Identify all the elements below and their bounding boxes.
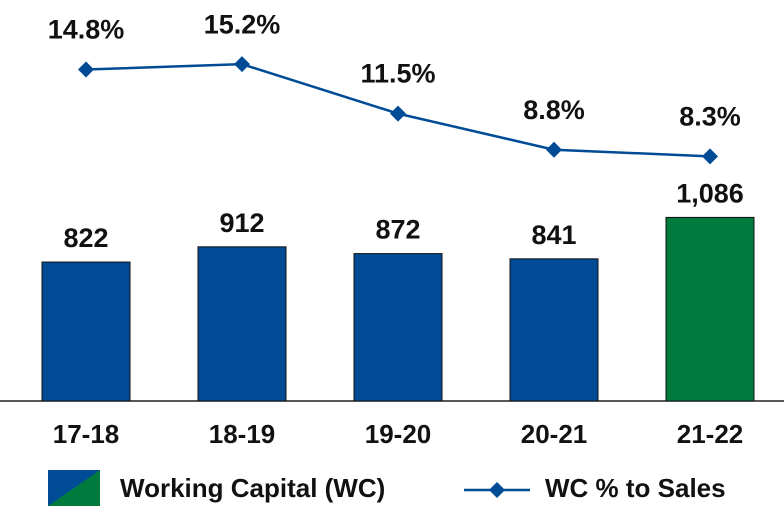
marker [78,61,94,78]
legend-label: Working Capital (WC) [120,473,385,503]
data-label: 841 [531,220,576,250]
legend-marker [489,482,505,498]
bar [197,246,287,402]
bar [509,258,599,402]
x-tick-label: 19-20 [365,419,432,449]
data-label: 912 [219,208,264,238]
legend-label: WC % to Sales [545,473,726,503]
marker [546,141,562,158]
marker [234,56,250,73]
data-label: 8.3% [679,102,741,132]
data-label: 8.8% [523,95,585,125]
data-label: 1,086 [676,179,744,209]
x-tick-label: 20-21 [521,419,588,449]
x-tick-label: 18-19 [209,419,276,449]
bar [665,216,755,402]
bar [353,253,443,402]
data-label: 15.2% [204,9,281,39]
data-label: 11.5% [360,59,435,89]
marker [390,105,406,122]
marker [702,148,718,165]
x-tick-label: 21-22 [677,419,744,449]
data-label: 822 [63,223,108,253]
bar [41,261,131,402]
legend-swatch [48,470,100,506]
x-tick-label: 17-18 [53,419,120,449]
data-label: 14.8% [48,15,125,45]
data-label: 872 [375,215,420,245]
